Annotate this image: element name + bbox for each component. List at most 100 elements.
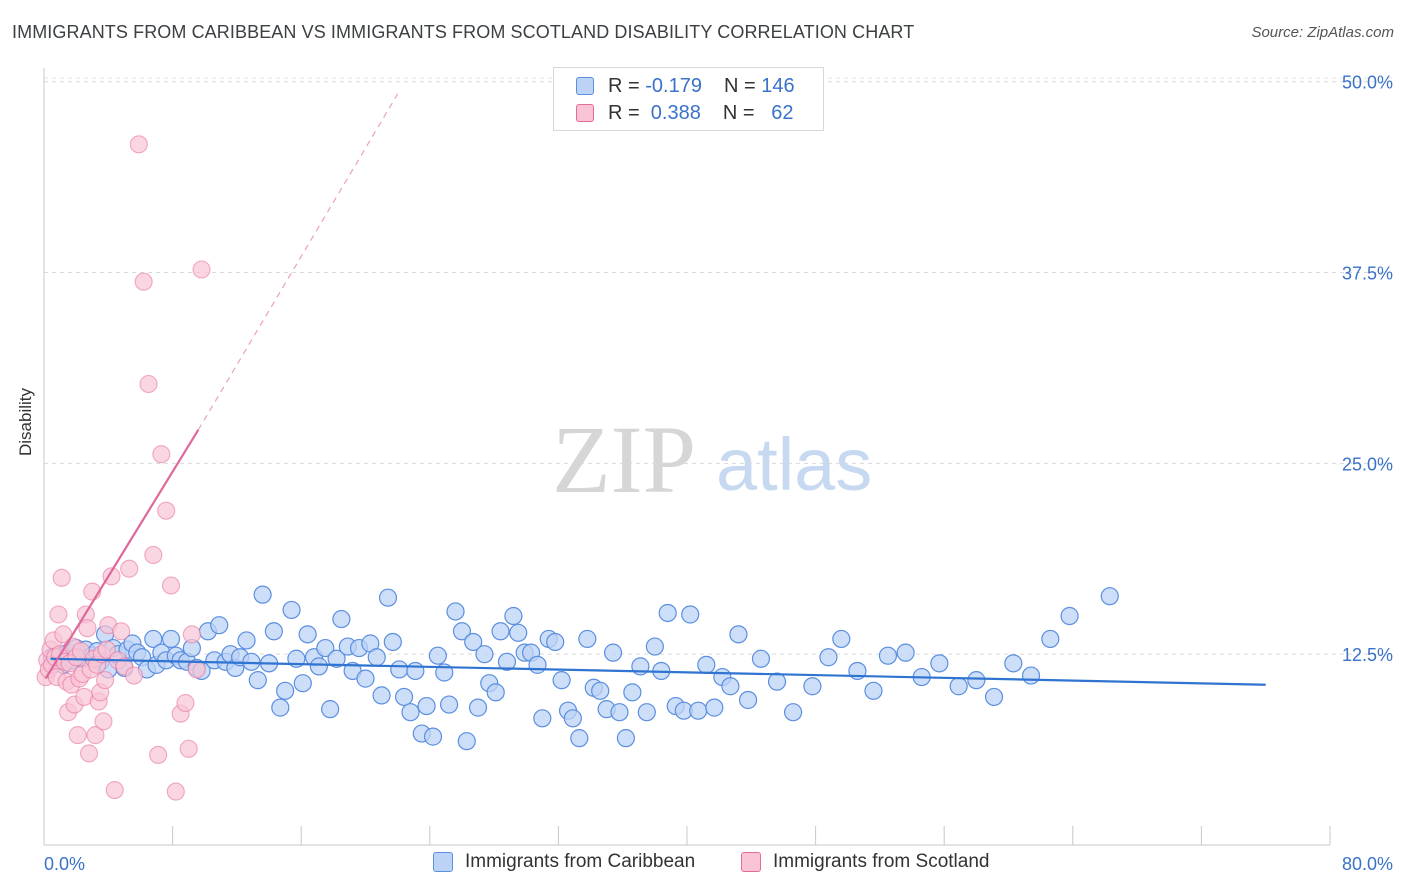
caribbean-point	[298, 625, 317, 644]
scotland-legend-icon	[741, 852, 761, 872]
caribbean-point	[394, 687, 414, 707]
caribbean-point	[439, 695, 459, 714]
caribbean-point	[832, 629, 851, 649]
scotland-point	[97, 640, 116, 659]
caribbean-point	[864, 681, 883, 700]
scotland-point	[105, 780, 124, 800]
caribbean-point	[144, 629, 163, 649]
caribbean-point	[282, 600, 301, 620]
caribbean-point	[949, 677, 968, 696]
chart-title: IMMIGRANTS FROM CARIBBEAN VS IMMIGRANTS …	[12, 22, 915, 42]
caribbean-point	[491, 622, 510, 641]
source-label: Source: ZipAtlas.com	[1251, 24, 1394, 41]
caribbean-point	[509, 623, 528, 642]
scotland-point	[144, 545, 163, 565]
y-axis-label: Disability	[16, 387, 35, 456]
caribbean-point	[242, 652, 261, 671]
scotland-point	[129, 135, 148, 154]
caribbean-point	[578, 629, 597, 649]
caribbean-point	[276, 681, 295, 700]
scotland-point	[139, 374, 158, 394]
caribbean-point	[546, 632, 565, 652]
caribbean-point	[570, 729, 589, 748]
caribbean-point	[356, 669, 375, 688]
scotland-point	[152, 445, 171, 464]
caribbean-point	[457, 732, 476, 751]
scotland-point	[182, 625, 201, 644]
scotland-trend-line	[44, 429, 200, 680]
caribbean-point	[1100, 587, 1119, 606]
scotland-point	[120, 559, 139, 578]
n-value: 146	[761, 74, 795, 97]
caribbean-point	[1060, 606, 1079, 626]
caribbean-point	[390, 660, 409, 679]
trend-lines	[44, 93, 1266, 686]
caribbean-point	[161, 629, 181, 649]
caribbean-point	[316, 638, 335, 658]
caribbean-point	[697, 655, 716, 674]
caribbean-trend-line	[50, 657, 1266, 686]
caribbean-point	[803, 677, 822, 696]
caribbean-point	[591, 681, 610, 700]
scotland-point	[149, 745, 168, 764]
caribbean-point	[486, 683, 505, 702]
caribbean-point	[721, 677, 740, 696]
x-tick-labels: 0.0% 80.0%	[44, 854, 1393, 874]
caribbean-point	[253, 585, 272, 604]
caribbean-point	[967, 671, 986, 690]
caribbean-point	[819, 648, 838, 667]
r-value: -0.179	[645, 74, 702, 97]
caribbean-point	[681, 605, 700, 624]
x-tick-label: 80.0%	[1342, 854, 1393, 874]
caribbean-point	[504, 606, 523, 626]
scotland-point	[52, 568, 71, 587]
scotland-point	[68, 726, 87, 745]
scotland-point	[78, 619, 97, 638]
n-label: N =	[722, 101, 755, 124]
n-value: 62	[771, 101, 794, 124]
caribbean-point	[367, 648, 386, 667]
series-legend: Immigrants from Caribbean Immigrants fro…	[0, 851, 1406, 877]
watermark-zip: ZIP	[552, 406, 696, 513]
stats-legend-row-scotland: R = 0.388 N = 62	[576, 101, 793, 125]
legend-item-caribbean[interactable]: Immigrants from Caribbean	[433, 851, 695, 873]
caribbean-point	[417, 696, 436, 716]
caribbean-point	[751, 649, 771, 668]
stats-legend-row-caribbean: R = -0.179 N = 146	[576, 74, 795, 98]
caribbean-point	[1041, 629, 1060, 649]
caribbean-point	[783, 703, 803, 722]
scotland-point	[161, 576, 181, 595]
stats-legend: R = -0.179 N = 146 R = 0.388 N = 62	[553, 67, 824, 131]
caribbean-point	[327, 649, 346, 668]
r-label: R =	[608, 101, 640, 124]
y-tick-labels: 12.5% 25.0% 37.5% 50.0%	[1342, 73, 1393, 665]
caribbean-point	[705, 698, 724, 717]
caribbean-point	[623, 683, 642, 702]
caribbean-point	[738, 690, 758, 710]
caribbean-point	[563, 709, 582, 728]
caribbean-point	[406, 661, 425, 681]
caribbean-point	[1004, 654, 1023, 673]
caribbean-point	[616, 729, 636, 748]
caribbean-point	[878, 646, 898, 665]
caribbean-point	[468, 698, 488, 717]
scotland-trend-extension	[197, 93, 399, 431]
watermark-atlas: atlas	[716, 423, 872, 506]
scotland-point	[49, 605, 68, 624]
caribbean-point	[452, 622, 472, 641]
legend-item-scotland[interactable]: Immigrants from Scotland	[741, 851, 989, 873]
caribbean-point	[610, 703, 629, 722]
caribbean-point	[210, 616, 229, 635]
scotland-point	[176, 693, 195, 713]
scotland-point	[112, 622, 131, 641]
caribbean-point	[446, 602, 465, 621]
scotland-point	[192, 260, 211, 279]
caribbean-point	[896, 643, 915, 662]
y-tick-label: 37.5%	[1342, 264, 1393, 284]
gridlines	[44, 77, 1392, 655]
caribbean-point	[401, 703, 420, 722]
caribbean-point	[372, 686, 391, 705]
legend-label-caribbean: Immigrants from Caribbean	[465, 851, 696, 872]
scotland-point	[102, 567, 121, 586]
caribbean-point	[767, 672, 787, 691]
